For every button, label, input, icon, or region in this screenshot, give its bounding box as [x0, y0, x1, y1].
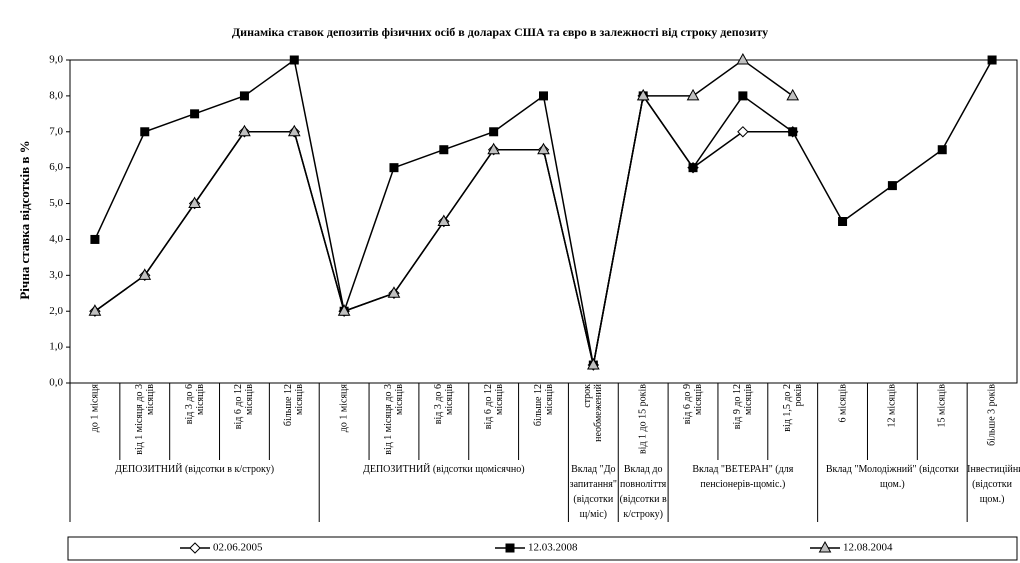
marker	[239, 91, 249, 101]
series-line	[94, 59, 794, 366]
y-tick-label: 7,0	[49, 125, 63, 137]
x-tick-label: від 1 до 15 років	[637, 384, 649, 455]
y-tick-label: 3,0	[49, 269, 63, 281]
x-tick-label: 6 місяців	[837, 384, 849, 423]
legend-label: 12.03.2008	[528, 542, 578, 554]
marker	[786, 88, 800, 101]
x-tick-label: від 6 до 9 місяців	[682, 384, 705, 425]
marker	[537, 142, 550, 155]
series-line	[94, 93, 793, 366]
marker	[887, 181, 897, 191]
marker	[738, 91, 748, 101]
group-label: Вклад до повноліття (відсотки в к/строку…	[619, 464, 667, 520]
chart-title: Динаміка ставок депозитів фізичних осіб …	[232, 25, 768, 39]
marker	[489, 127, 499, 137]
legend-marker	[189, 542, 201, 554]
x-tick-label: до 1 місяця	[338, 384, 350, 433]
marker	[686, 88, 700, 101]
x-tick-label: від 6 до 12 місяців	[233, 384, 256, 430]
y-tick-label: 9,0	[49, 54, 63, 66]
legend-marker	[505, 543, 515, 553]
y-tick-label: 0,0	[49, 377, 63, 389]
marker	[190, 109, 200, 119]
marker	[937, 145, 947, 155]
group-label: Вклад "Молодіжний" (відсотки щом.)	[825, 464, 959, 490]
x-tick-label: від 1,5 до 2 років	[781, 384, 804, 432]
y-tick-label: 1,0	[49, 341, 63, 353]
marker	[736, 52, 750, 65]
marker	[838, 217, 848, 226]
marker	[487, 142, 501, 155]
marker	[289, 55, 299, 65]
x-tick-label: 12 місяців	[886, 384, 898, 428]
plot-area	[69, 59, 1018, 384]
marker	[389, 163, 399, 173]
group-label: ДЕПОЗИТНИЙ (відсотки щомісячно)	[363, 464, 525, 475]
x-tick-label: від 9 до 12 місяців	[731, 384, 754, 430]
y-tick-label: 6,0	[49, 161, 63, 173]
group-label: Вклад "ВЕТЕРАН" (для пенсіонерів-щоміс.)	[692, 464, 794, 490]
y-axis-title: Річна ставка відсотків в %	[17, 140, 32, 299]
marker	[88, 304, 102, 316]
marker	[437, 214, 451, 226]
marker	[90, 234, 100, 244]
marker	[737, 126, 749, 138]
legend-label: 12.08.2004	[843, 542, 893, 554]
x-tick-label: більше 12 місяців	[283, 384, 306, 427]
y-tick-label: 5,0	[49, 197, 63, 209]
marker	[387, 286, 401, 298]
marker	[987, 55, 997, 65]
group-label: Вклад "До запитання" (відсотки щ/міс)	[569, 464, 617, 520]
legend-label: 02.06.2005	[213, 542, 263, 554]
x-tick-label: від 3 до 6 місяців	[432, 384, 455, 425]
legend-marker	[818, 540, 832, 553]
legend-box	[67, 536, 1018, 561]
x-tick-label: 15 місяців	[936, 384, 948, 428]
x-tick-label: від 3 до 6 місяців	[183, 384, 206, 425]
x-tick-label: більше 3 років	[986, 384, 998, 446]
x-tick-label: від 1 місяця до 3 місяців	[382, 384, 405, 455]
marker	[140, 127, 150, 137]
marker	[636, 88, 650, 101]
y-tick-label: 4,0	[49, 233, 63, 245]
marker	[337, 304, 351, 316]
marker	[188, 196, 201, 209]
x-tick-label: до 1 місяця	[89, 384, 101, 433]
y-tick-label: 2,0	[49, 305, 63, 317]
y-tick-label: 8,0	[49, 89, 63, 101]
marker	[788, 127, 798, 137]
marker	[138, 268, 152, 280]
group-label: ДЕПОЗИТНИЙ (відсотки в к/строку)	[115, 464, 275, 475]
marker	[586, 358, 600, 370]
marker	[287, 124, 301, 137]
marker	[238, 124, 251, 137]
x-tick-label: від 1 місяця до 3 місяців	[133, 384, 156, 455]
x-tick-label: більше 12 місяців	[532, 384, 555, 427]
marker	[539, 91, 548, 101]
group-label: Інвестиційний (відсотки щом.)	[967, 464, 1020, 505]
marker	[439, 145, 449, 155]
marker	[688, 163, 698, 173]
x-tick-label: від 6 до 12 місяців	[482, 384, 505, 430]
x-tick-label: строк необмежений	[582, 384, 605, 442]
series-line	[94, 58, 993, 366]
